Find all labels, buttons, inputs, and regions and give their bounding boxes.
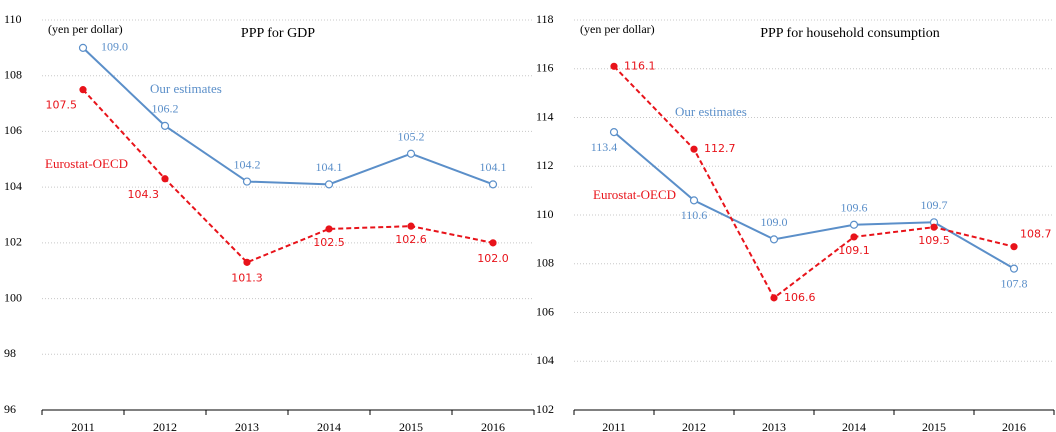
data-label: 109.7 xyxy=(921,198,948,212)
data-point xyxy=(243,258,251,266)
series-name: Eurostat-OECD xyxy=(593,187,676,202)
y-tick-label: 104 xyxy=(536,353,554,367)
data-point xyxy=(689,196,699,205)
data-label: 112.7 xyxy=(704,142,736,155)
data-point xyxy=(325,225,333,233)
x-tick-label: 2012 xyxy=(153,420,177,432)
x-tick-label: 2012 xyxy=(682,420,706,432)
x-tick-label: 2011 xyxy=(71,420,95,432)
y-tick-label: 98 xyxy=(4,346,16,360)
x-tick-label: 2011 xyxy=(602,420,626,432)
chart-title: PPP for GDP xyxy=(241,26,315,41)
y-axis-label: (yen per dollar) xyxy=(580,22,655,36)
data-label: 109.0 xyxy=(101,40,128,54)
y-tick-label: 106 xyxy=(536,304,554,318)
data-point xyxy=(770,294,778,302)
series-line xyxy=(82,47,494,186)
data-point xyxy=(79,86,87,94)
y-tick-label: 108 xyxy=(536,256,554,270)
data-label: 106.2 xyxy=(152,102,179,116)
y-tick-label: 102 xyxy=(536,402,554,416)
data-point xyxy=(610,62,618,70)
data-point xyxy=(160,121,170,130)
data-label: 104.3 xyxy=(128,188,160,201)
y-tick-label: 118 xyxy=(536,12,554,26)
x-tick-label: 2014 xyxy=(317,420,341,432)
data-label: 107.8 xyxy=(1001,276,1028,290)
x-tick-label: 2013 xyxy=(762,420,786,432)
x-tick-label: 2016 xyxy=(1002,420,1026,432)
data-label: 109.6 xyxy=(841,201,868,215)
x-tick-label: 2014 xyxy=(842,420,866,432)
data-point xyxy=(489,239,497,247)
data-label: 104.1 xyxy=(316,160,343,174)
data-label: 107.5 xyxy=(46,99,78,112)
data-label: 110.6 xyxy=(681,208,708,222)
y-tick-label: 96 xyxy=(4,402,16,416)
data-label: 108.7 xyxy=(1020,228,1052,241)
y-tick-label: 100 xyxy=(4,290,22,304)
y-tick-label: 112 xyxy=(536,158,554,172)
data-label: 109.5 xyxy=(918,234,950,247)
data-point xyxy=(930,223,938,231)
data-label: 102.5 xyxy=(313,236,345,249)
y-tick-label: 110 xyxy=(536,207,554,221)
chart-title: PPP for household consumption xyxy=(760,26,940,41)
series-name: Our estimates xyxy=(150,81,222,96)
data-point xyxy=(609,128,619,137)
y-tick-label: 116 xyxy=(536,61,554,75)
series-name: Our estimates xyxy=(675,104,747,119)
y-tick-label: 108 xyxy=(4,67,22,81)
y-tick-label: 104 xyxy=(4,179,22,193)
data-label: 113.4 xyxy=(591,140,618,154)
y-tick-label: 102 xyxy=(4,235,22,249)
data-label: 109.0 xyxy=(761,215,788,229)
data-point xyxy=(849,220,859,229)
x-tick-label: 2013 xyxy=(235,420,259,432)
data-label: 116.1 xyxy=(624,59,656,72)
data-point xyxy=(324,180,334,189)
x-tick-label: 2015 xyxy=(922,420,946,432)
y-axis-label: (yen per dollar) xyxy=(48,22,123,36)
data-label: 109.1 xyxy=(838,244,870,257)
data-label: 102.0 xyxy=(477,252,509,265)
y-tick-label: 114 xyxy=(536,109,554,123)
data-point xyxy=(161,175,169,183)
data-label: 105.2 xyxy=(398,129,425,143)
data-point xyxy=(769,235,779,244)
series-line xyxy=(613,131,1015,270)
y-tick-label: 106 xyxy=(4,123,22,137)
data-point xyxy=(850,233,858,241)
data-point xyxy=(406,149,416,158)
data-point xyxy=(488,180,498,189)
series-name: Eurostat-OECD xyxy=(45,156,128,171)
y-tick-label: 110 xyxy=(4,12,22,26)
data-label: 101.3 xyxy=(231,271,263,284)
series-line xyxy=(82,88,494,264)
data-label: 104.1 xyxy=(480,160,507,174)
data-point xyxy=(242,177,252,186)
data-label: 106.6 xyxy=(784,291,816,304)
data-point xyxy=(78,43,88,52)
x-tick-label: 2016 xyxy=(481,420,505,432)
data-label: 102.6 xyxy=(395,233,427,246)
data-label: 104.2 xyxy=(234,157,261,171)
x-tick-label: 2015 xyxy=(399,420,423,432)
data-point xyxy=(1009,264,1019,273)
data-point xyxy=(690,145,698,153)
data-point xyxy=(1010,243,1018,251)
data-point xyxy=(407,222,415,230)
